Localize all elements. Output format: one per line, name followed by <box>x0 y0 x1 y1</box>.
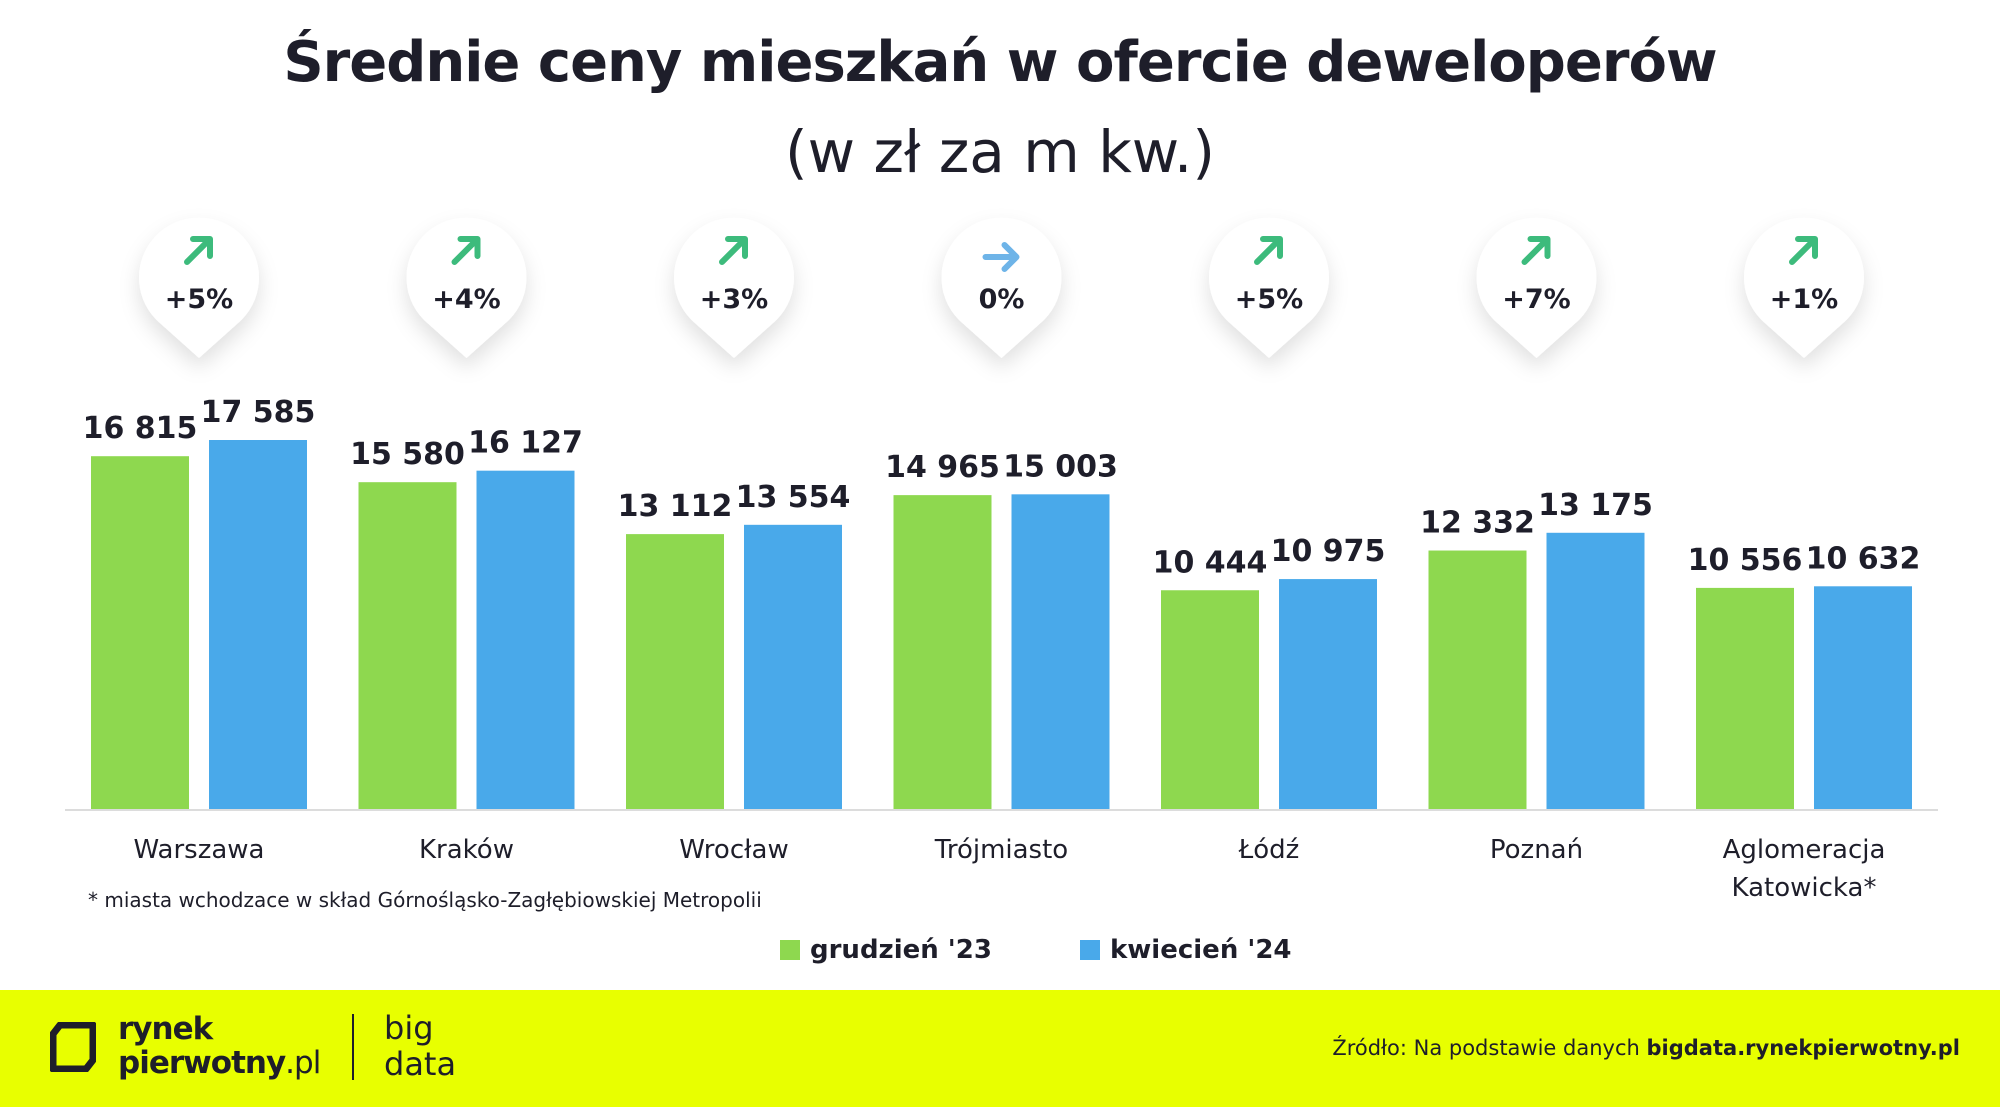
category-label-poznań: Poznań <box>1490 835 1583 865</box>
change-label-kraków: +4% <box>432 284 500 315</box>
bar-warszawa-s1 <box>209 440 307 810</box>
category-label-aglomeracja-katowicka-l1: Katowicka* <box>1732 873 1877 900</box>
footer-bar: rynek pierwotny.pl big data Źródło: Na p… <box>0 990 2000 1107</box>
legend-label-grudzien: grudzień '23 <box>810 935 992 965</box>
legend-swatch-grudzien <box>780 940 800 960</box>
legend-item-grudzien: grudzień '23 <box>780 935 992 965</box>
value-label-aglomeracja-katowicka-s0: 10 556 <box>1688 543 1803 578</box>
change-pin-kraków <box>406 217 527 358</box>
bigdata-line1: big <box>384 1009 434 1047</box>
chart-title: Średnie ceny mieszkań w ofercie dewelope… <box>283 30 1717 95</box>
bar-trójmiasto-s1 <box>1011 494 1110 810</box>
category-label-aglomeracja-katowicka-l0: Aglomeracja <box>1723 835 1886 865</box>
category-label-warszawa: Warszawa <box>134 835 265 865</box>
source-note: Źródło: Na podstawie danych bigdata.ryne… <box>1332 1036 1960 1060</box>
source-link[interactable]: bigdata.rynekpierwotny.pl <box>1646 1036 1960 1060</box>
logo-line2-bold: pierwotny <box>118 1045 286 1081</box>
logo-line1: rynek <box>118 1011 213 1047</box>
change-label-aglomeracja-katowicka: +1% <box>1770 284 1838 315</box>
arrow-up-right-icon <box>1789 236 1818 265</box>
value-label-wrocław-s1: 13 554 <box>736 480 851 515</box>
bar-trójmiasto-s0 <box>893 495 992 810</box>
value-label-warszawa-s1: 17 585 <box>201 395 316 430</box>
logo-bigdata[interactable]: big data <box>384 1010 456 1082</box>
change-pin-łódź <box>1209 217 1329 358</box>
change-label-warszawa: +5% <box>165 284 233 315</box>
value-label-kraków-s1: 16 127 <box>468 426 583 461</box>
change-label-wrocław: +3% <box>700 284 768 315</box>
value-label-trójmiasto-s0: 14 965 <box>885 450 1000 485</box>
value-label-aglomeracja-katowicka-s1: 10 632 <box>1806 541 1921 576</box>
change-pin-wrocław <box>674 217 794 358</box>
bar-poznań-s1 <box>1546 532 1645 810</box>
arrow-up-right-icon <box>719 236 748 265</box>
chart-subtitle: (w zł za m kw.) <box>785 118 1215 186</box>
footnote: * miasta wchodzace w skład Górnośląsko-Z… <box>88 888 762 912</box>
logo-line2-thin: .pl <box>285 1045 321 1081</box>
bar-wrocław-s1 <box>744 524 842 810</box>
bar-aglomeracja-katowicka-s1 <box>1814 586 1912 810</box>
logo-divider <box>352 1014 354 1080</box>
legend-label-kwiecien: kwiecień '24 <box>1110 935 1292 965</box>
value-label-trójmiasto-s1: 15 003 <box>1003 449 1118 484</box>
value-label-poznań-s1: 13 175 <box>1538 488 1653 523</box>
value-label-kraków-s0: 15 580 <box>350 437 465 472</box>
source-prefix: Źródło: Na podstawie danych <box>1332 1036 1640 1060</box>
category-label-trójmiasto: Trójmiasto <box>934 835 1068 865</box>
bar-poznań-s0 <box>1428 550 1527 810</box>
category-label-wrocław: Wrocław <box>679 835 788 865</box>
bar-łódź-s0 <box>1161 590 1259 810</box>
bar-wrocław-s0 <box>626 534 724 810</box>
category-label-łódź: Łódź <box>1238 835 1300 865</box>
change-pin-trójmiasto <box>941 217 1062 358</box>
arrow-up-right-icon <box>451 236 481 265</box>
change-pin-warszawa <box>139 217 259 358</box>
bar-aglomeracja-katowicka-s0 <box>1696 587 1794 810</box>
category-label-kraków: Kraków <box>419 835 514 865</box>
value-label-łódź-s1: 10 975 <box>1271 534 1386 569</box>
change-pin-poznań <box>1476 217 1597 358</box>
bar-kraków-s1 <box>476 470 575 810</box>
change-label-poznań: +7% <box>1502 284 1570 315</box>
bar-warszawa-s0 <box>91 456 189 810</box>
legend-item-kwiecien: kwiecień '24 <box>1080 935 1292 965</box>
legend: grudzień '23 kwiecień '24 <box>0 935 2000 971</box>
value-label-warszawa-s0: 16 815 <box>83 411 198 446</box>
change-pin-aglomeracja-katowicka <box>1744 217 1864 358</box>
value-label-wrocław-s0: 13 112 <box>618 489 733 524</box>
bigdata-line2: data <box>384 1045 457 1083</box>
value-label-łódź-s0: 10 444 <box>1153 545 1268 580</box>
legend-swatch-kwiecien <box>1080 940 1100 960</box>
value-label-poznań-s0: 12 332 <box>1420 506 1535 541</box>
bar-kraków-s0 <box>358 482 457 810</box>
arrow-up-right-icon <box>1254 236 1283 265</box>
arrow-up-right-icon <box>1521 236 1551 265</box>
arrow-right-icon <box>982 242 1020 272</box>
logo-rynekpierwotny[interactable]: rynek pierwotny.pl <box>118 1011 321 1081</box>
arrow-up-right-icon <box>184 236 213 265</box>
change-label-łódź: +5% <box>1235 284 1303 315</box>
bar-łódź-s1 <box>1279 579 1377 810</box>
logo-mark-icon <box>50 1022 96 1072</box>
change-label-trójmiasto: 0% <box>979 284 1025 315</box>
